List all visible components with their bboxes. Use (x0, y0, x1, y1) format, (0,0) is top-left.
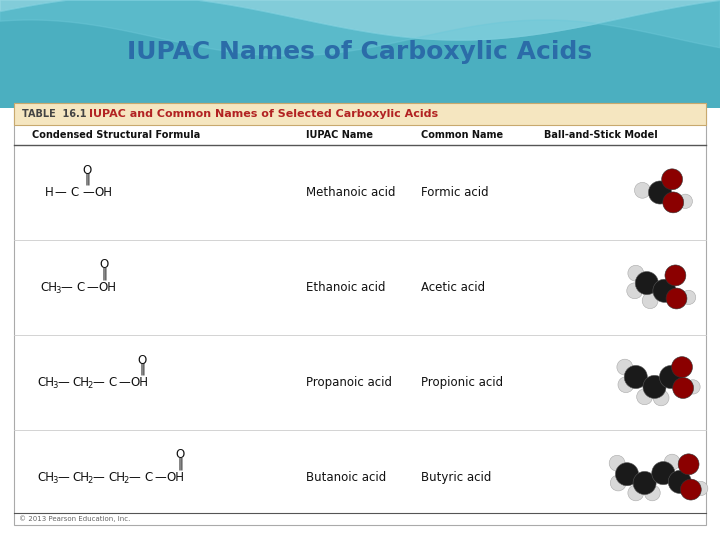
Circle shape (624, 366, 647, 389)
Text: ‖: ‖ (177, 457, 184, 470)
Circle shape (633, 471, 656, 495)
Text: 3: 3 (55, 286, 60, 295)
Text: —: — (128, 471, 140, 484)
Text: IUPAC Names of Carboxylic Acids: IUPAC Names of Carboxylic Acids (127, 40, 593, 64)
Text: 3: 3 (53, 381, 58, 390)
Text: CH: CH (109, 471, 125, 484)
Bar (14, 103, 706, 525)
Text: —: — (58, 471, 69, 484)
Text: OH: OH (94, 186, 112, 199)
Text: C: C (145, 471, 153, 484)
Text: O: O (100, 259, 109, 272)
Text: Condensed Structural Formula: Condensed Structural Formula (32, 130, 201, 140)
Text: CH: CH (40, 281, 58, 294)
Circle shape (634, 183, 650, 198)
Text: 3: 3 (53, 476, 58, 485)
Circle shape (678, 194, 693, 208)
Circle shape (681, 291, 696, 305)
Text: OH: OH (130, 376, 148, 389)
Circle shape (660, 366, 683, 389)
Text: Ball-and-Stick Model: Ball-and-Stick Model (544, 130, 657, 140)
Text: 2: 2 (123, 476, 129, 485)
Circle shape (686, 380, 700, 394)
Text: O: O (138, 354, 147, 367)
Text: C: C (71, 186, 78, 199)
Circle shape (618, 377, 634, 393)
Text: —: — (82, 186, 94, 199)
Text: O: O (176, 449, 185, 462)
Circle shape (678, 454, 699, 475)
Text: —: — (58, 376, 69, 389)
Text: C: C (76, 281, 85, 294)
Text: Methanoic acid: Methanoic acid (306, 186, 395, 199)
Circle shape (662, 192, 684, 213)
Circle shape (643, 375, 666, 399)
Circle shape (635, 272, 658, 295)
Circle shape (609, 455, 625, 471)
Bar (14, 103, 706, 125)
Circle shape (666, 288, 687, 309)
Text: OH: OH (166, 471, 184, 484)
Circle shape (693, 481, 708, 496)
Text: TABLE  16.1: TABLE 16.1 (22, 109, 86, 119)
Text: —: — (60, 281, 72, 294)
Text: O: O (83, 164, 92, 177)
Circle shape (664, 454, 680, 470)
Circle shape (642, 293, 658, 309)
Text: —: — (154, 471, 166, 484)
Circle shape (628, 265, 644, 281)
Circle shape (662, 169, 683, 190)
Text: Propanoic acid: Propanoic acid (306, 376, 392, 389)
Text: IUPAC Name: IUPAC Name (306, 130, 373, 140)
Text: © 2013 Pearson Education, Inc.: © 2013 Pearson Education, Inc. (19, 516, 130, 522)
Text: 2: 2 (87, 381, 93, 390)
Text: —: — (92, 376, 104, 389)
Text: Butanoic acid: Butanoic acid (306, 471, 386, 484)
Circle shape (644, 485, 660, 501)
Text: —: — (92, 471, 104, 484)
Polygon shape (0, 108, 720, 540)
Circle shape (649, 181, 672, 204)
Circle shape (672, 356, 693, 377)
Text: CH: CH (73, 471, 89, 484)
Polygon shape (0, 0, 720, 108)
Text: H: H (45, 186, 53, 199)
Text: Common Name: Common Name (421, 130, 503, 140)
Text: OH: OH (99, 281, 117, 294)
Text: Ethanoic acid: Ethanoic acid (306, 281, 385, 294)
Text: CH: CH (73, 376, 89, 389)
Text: ‖: ‖ (84, 172, 90, 186)
Text: —: — (55, 186, 66, 199)
Circle shape (680, 479, 701, 500)
Text: ‖: ‖ (102, 267, 107, 280)
Circle shape (652, 462, 675, 485)
Circle shape (616, 463, 639, 486)
Text: C: C (109, 376, 117, 389)
Text: CH: CH (37, 471, 55, 484)
Circle shape (672, 377, 693, 399)
Circle shape (627, 283, 643, 299)
Text: IUPAC and Common Names of Selected Carboxylic Acids: IUPAC and Common Names of Selected Carbo… (89, 109, 438, 119)
Circle shape (617, 359, 633, 375)
Text: Formic acid: Formic acid (421, 186, 489, 199)
Circle shape (665, 265, 686, 286)
Circle shape (668, 470, 691, 494)
Text: CH: CH (37, 376, 55, 389)
Circle shape (653, 390, 669, 406)
Circle shape (611, 475, 626, 491)
Text: Propionic acid: Propionic acid (421, 376, 503, 389)
Text: Acetic acid: Acetic acid (421, 281, 485, 294)
Text: 2: 2 (87, 476, 93, 485)
Circle shape (636, 389, 652, 404)
Text: —: — (86, 281, 98, 294)
Text: ‖: ‖ (140, 362, 145, 375)
Circle shape (628, 485, 644, 501)
Text: Butyric acid: Butyric acid (421, 471, 492, 484)
Circle shape (653, 279, 676, 302)
Text: —: — (118, 376, 130, 389)
